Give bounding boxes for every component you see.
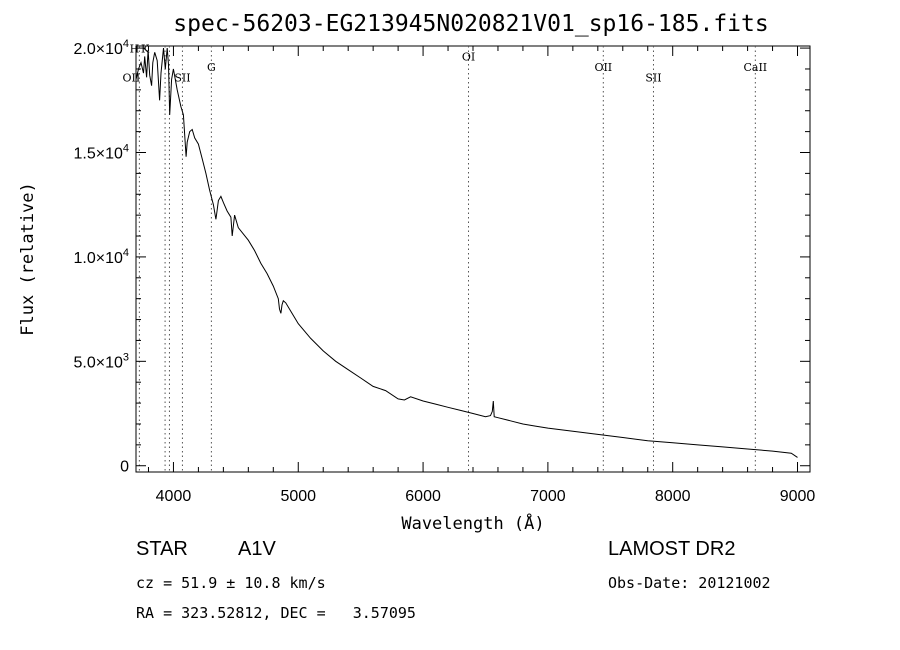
line-marker-label-5: OI bbox=[462, 51, 475, 64]
x-axis-label: Wavelength (Å) bbox=[401, 512, 544, 534]
object-class: A1V bbox=[238, 538, 276, 560]
spectral-line-markers: OII H K SII G OI OII SII CaII bbox=[123, 42, 767, 472]
x-axis-ticks: 4000 5000 6000 7000 8000 9000 bbox=[147, 46, 816, 505]
object-type: STAR bbox=[136, 538, 188, 560]
x-tick-label-2: 6000 bbox=[405, 488, 441, 505]
redshift-text: cz = 51.9 ± 10.8 km/s bbox=[136, 574, 326, 592]
line-marker-label-3: SII bbox=[174, 72, 190, 85]
x-tick-label-3: 7000 bbox=[530, 488, 566, 505]
survey-name: LAMOST DR2 bbox=[608, 538, 736, 560]
x-tick-label-1: 5000 bbox=[280, 488, 316, 505]
spectrum-series-line bbox=[135, 48, 798, 458]
x-tick-label-0: 4000 bbox=[156, 488, 192, 505]
x-tick-label-5: 9000 bbox=[780, 488, 816, 505]
plot-frame bbox=[135, 45, 811, 473]
line-marker-label-2: K bbox=[141, 42, 150, 55]
line-marker-label-7: SII bbox=[645, 72, 661, 85]
y-tick-label-0: 0 bbox=[120, 459, 129, 476]
y-axis-label: Flux (relative) bbox=[18, 182, 38, 336]
line-marker-label-4: G bbox=[207, 61, 216, 74]
y-axis-ticks: 0 5.0×103 1.0×104 1.5×104 2.0×104 bbox=[73, 38, 810, 476]
coordinates-text: RA = 323.52812, DEC = 3.57095 bbox=[136, 604, 416, 622]
line-marker-label-6: OII bbox=[594, 61, 612, 74]
chart-title: spec-56203-EG213945N020821V01_sp16-185.f… bbox=[173, 11, 768, 37]
x-tick-label-4: 8000 bbox=[655, 488, 691, 505]
y-tick-label-1: 5.0×103 bbox=[73, 351, 129, 371]
obs-date-text: Obs-Date: 20121002 bbox=[608, 574, 771, 592]
line-marker-label-1: H bbox=[130, 42, 140, 55]
y-tick-label-4: 2.0×104 bbox=[73, 38, 129, 58]
y-tick-label-3: 1.5×104 bbox=[73, 143, 129, 163]
line-marker-label-0: OII bbox=[123, 72, 141, 85]
line-marker-label-8: CaII bbox=[743, 61, 767, 74]
y-tick-label-2: 1.0×104 bbox=[73, 247, 129, 267]
